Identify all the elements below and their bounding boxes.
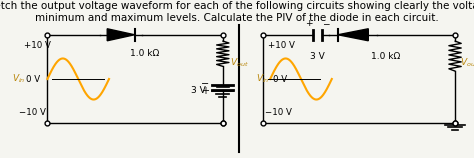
Text: 0 V: 0 V xyxy=(26,75,40,83)
Text: 3 V: 3 V xyxy=(310,52,325,61)
Text: −: − xyxy=(322,19,330,28)
Text: $V_{out}$: $V_{out}$ xyxy=(230,57,248,70)
Text: −: − xyxy=(201,79,210,89)
Text: 3 V: 3 V xyxy=(191,86,206,94)
Text: Sketch the output voltage waveform for each of the following circuits showing cl: Sketch the output voltage waveform for e… xyxy=(0,1,474,11)
Text: +: + xyxy=(305,19,313,28)
Text: −10 V: −10 V xyxy=(265,108,292,117)
Text: 1.0 kΩ: 1.0 kΩ xyxy=(129,49,159,58)
Text: minimum and maximum levels. Calculate the PIV of the diode in each circuit.: minimum and maximum levels. Calculate th… xyxy=(35,13,439,23)
Text: +10 V: +10 V xyxy=(268,41,295,50)
Polygon shape xyxy=(107,29,135,41)
Text: 0 V: 0 V xyxy=(273,75,287,83)
Text: $V_{in}$: $V_{in}$ xyxy=(256,73,270,85)
Text: +: + xyxy=(201,86,210,96)
Text: $V_{in}$: $V_{in}$ xyxy=(12,73,26,85)
Text: +10 V: +10 V xyxy=(24,41,51,50)
Text: $V_{out}$: $V_{out}$ xyxy=(460,57,474,70)
Polygon shape xyxy=(338,29,368,41)
Text: 1.0 kΩ: 1.0 kΩ xyxy=(371,52,401,61)
Text: −10 V: −10 V xyxy=(19,108,46,117)
